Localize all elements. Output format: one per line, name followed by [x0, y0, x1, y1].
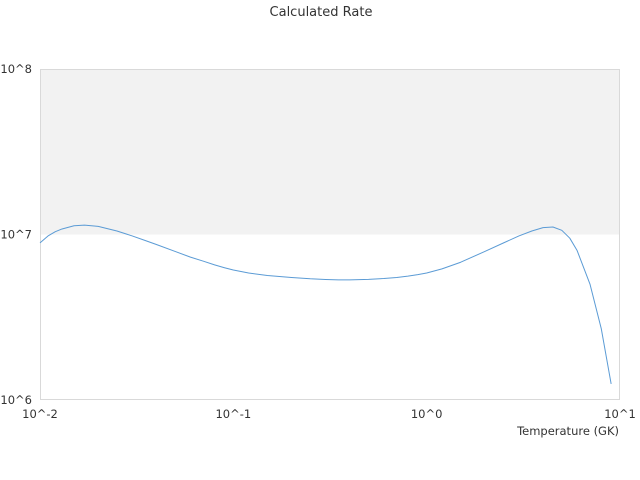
x-tick-label: 10^0 [411, 407, 443, 421]
chart-title: Calculated Rate [270, 5, 373, 20]
y-tick-label: 10^8 [0, 62, 32, 76]
x-axis-title: Temperature (GK) [516, 424, 619, 438]
plot-area [40, 69, 620, 400]
x-axis: 10^-2 10^-1 10^0 10^1 [22, 407, 636, 421]
x-tick-label: 10^-2 [22, 407, 58, 421]
x-tick-label: 10^-1 [215, 407, 251, 421]
series-line [39, 224, 612, 385]
y-tick-label: 10^7 [0, 228, 32, 242]
y-tick-label: 10^6 [0, 393, 32, 407]
x-tick-label: 10^1 [604, 407, 636, 421]
plot-band [40, 69, 620, 235]
y-axis: 10^6 10^7 10^8 [0, 62, 32, 407]
